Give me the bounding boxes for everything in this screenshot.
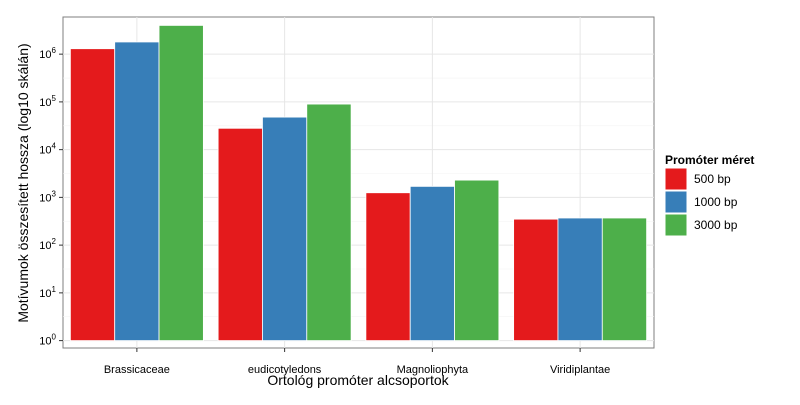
x-tick-label: Viridiplantae: [550, 364, 610, 376]
x-axis-title: Ortológ promóter alcsoportok: [267, 372, 449, 388]
y-tick-label: 105: [39, 94, 56, 109]
legend-key: [664, 167, 688, 191]
bar: [601, 217, 648, 342]
bar: [557, 217, 603, 342]
legend-key: [664, 190, 688, 214]
y-tick-label: 102: [39, 237, 56, 252]
legend-label: 1000 bp: [694, 195, 738, 209]
legend: Promóter méret 500 bp 1000 bp 3000 bp: [664, 153, 754, 237]
bar: [365, 192, 411, 342]
y-tick-label: 104: [39, 142, 56, 157]
bar: [454, 179, 500, 342]
y-tick-label: 101: [39, 285, 56, 300]
bar: [409, 185, 455, 342]
x-tick-label: Brassicaceae: [104, 364, 170, 376]
y-axis-ticks: 100 101 102 103 104 105 106: [39, 46, 63, 348]
legend-title: Promóter méret: [665, 153, 754, 167]
legend-key: [664, 213, 688, 237]
legend-label: 3000 bp: [694, 218, 738, 232]
bar: [217, 127, 263, 342]
x-axis-ticks: Brassicaceae eudicotyledons Magnoliophyta V…: [104, 348, 610, 376]
bar: [262, 116, 308, 342]
bar: [513, 218, 559, 342]
y-tick-label: 106: [39, 46, 56, 61]
y-tick-label: 100: [39, 333, 56, 348]
bar: [69, 48, 116, 342]
bars: [69, 25, 648, 342]
legend-label: 500 bp: [694, 172, 731, 186]
y-tick-label: 103: [39, 189, 56, 204]
y-axis-title: Motívumok összesített hossza (log10 skál…: [15, 43, 31, 322]
x-tick-label: Magnoliophyta: [397, 364, 469, 376]
bar: [158, 25, 204, 342]
bar: [114, 41, 160, 342]
x-tick-label: eudicotyledons: [248, 364, 322, 376]
bar: [306, 103, 352, 342]
